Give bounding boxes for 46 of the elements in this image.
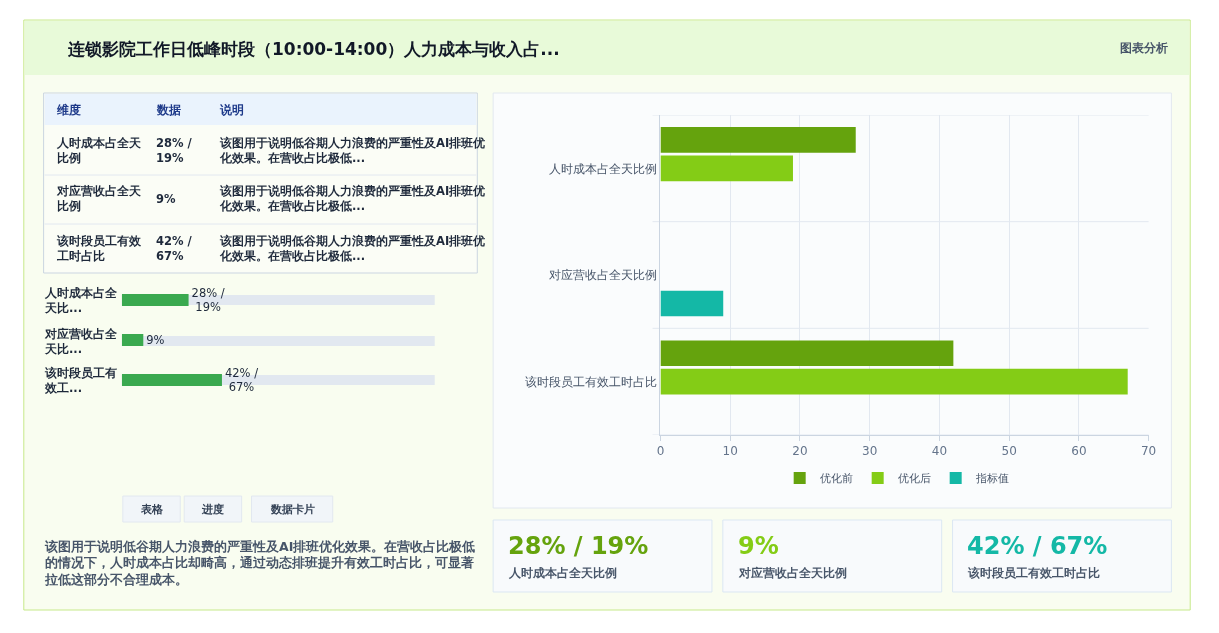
text: 28% / 19% bbox=[156, 136, 193, 165]
bar bbox=[660, 340, 954, 367]
text: 图表分析 bbox=[1120, 41, 1168, 55]
x-tick-label: 40 bbox=[931, 444, 948, 459]
text: 数据卡片 bbox=[270, 503, 315, 516]
bar bbox=[660, 290, 724, 317]
text: 该图用于说明低谷期人力浪费的严重性及AI排班优化效果。在营收占比极低... bbox=[219, 184, 486, 213]
text: 连锁影院工作日低峰时段（10:00-14:00）人力成本与收入占... bbox=[67, 39, 560, 59]
text: 该时段员工有效工时占比 bbox=[967, 566, 1100, 580]
text: 42% / 67% bbox=[156, 234, 193, 263]
y-tick-label: 对应营收占全天比例 bbox=[549, 268, 658, 283]
data-label: 28% / 19% bbox=[191, 285, 225, 315]
legend-label: 优化后 bbox=[897, 472, 931, 486]
x-tick-label: 70 bbox=[1140, 444, 1157, 459]
text: 数据 bbox=[156, 103, 181, 117]
text: 表格 bbox=[140, 503, 164, 516]
x-tick-label: 20 bbox=[792, 444, 808, 459]
y-tick-label: 对应营收占全天比... bbox=[44, 327, 118, 356]
text: 42% / 67% bbox=[967, 532, 1108, 560]
legend-label: 指标值 bbox=[974, 472, 1009, 486]
text: 说明 bbox=[219, 103, 244, 117]
text: 该图用于说明低谷期人力浪费的严重性及AI排班优化效果。在营收占比极低... bbox=[219, 136, 486, 165]
y-tick-label: 人时成本占全天比... bbox=[44, 286, 118, 315]
bar bbox=[660, 368, 1128, 395]
text: 28% / 19% bbox=[508, 532, 649, 560]
text: 维度 bbox=[56, 103, 81, 117]
x-tick-label: 50 bbox=[1001, 444, 1017, 459]
y-tick-label: 该时段员工有效工时占比 bbox=[525, 374, 658, 389]
bar bbox=[660, 155, 793, 182]
x-tick-label: 60 bbox=[1071, 444, 1087, 459]
text: 9% bbox=[738, 532, 779, 560]
data-label: 9% bbox=[146, 333, 165, 347]
x-tick-label: 10 bbox=[722, 444, 738, 459]
bar bbox=[660, 127, 856, 153]
legend-label: 优化前 bbox=[819, 472, 853, 486]
y-tick-label: 该时段员工有效工... bbox=[44, 366, 117, 395]
y-tick-label: 人时成本占全天比例 bbox=[549, 161, 658, 176]
x-tick-label: 30 bbox=[862, 444, 878, 459]
text: 该图用于说明低谷期人力浪费的严重性及AI排班优化效果。在营收占比极低的情况下，人时成本占比却畸高，通过动态排班提升有效工时占比，可显著拉低这部分不合理成本。 bbox=[44, 539, 476, 587]
x-tick-label: 0 bbox=[656, 444, 665, 459]
text: 9% bbox=[156, 192, 176, 206]
text: 人时成本占全天比例 bbox=[508, 566, 617, 580]
text: 进度 bbox=[201, 503, 224, 516]
text: 对应营收占全天比例 bbox=[738, 566, 847, 580]
text: 该图用于说明低谷期人力浪费的严重性及AI排班优化效果。在营收占比极低... bbox=[219, 234, 486, 263]
data-label: 42% / 67% bbox=[224, 365, 259, 395]
